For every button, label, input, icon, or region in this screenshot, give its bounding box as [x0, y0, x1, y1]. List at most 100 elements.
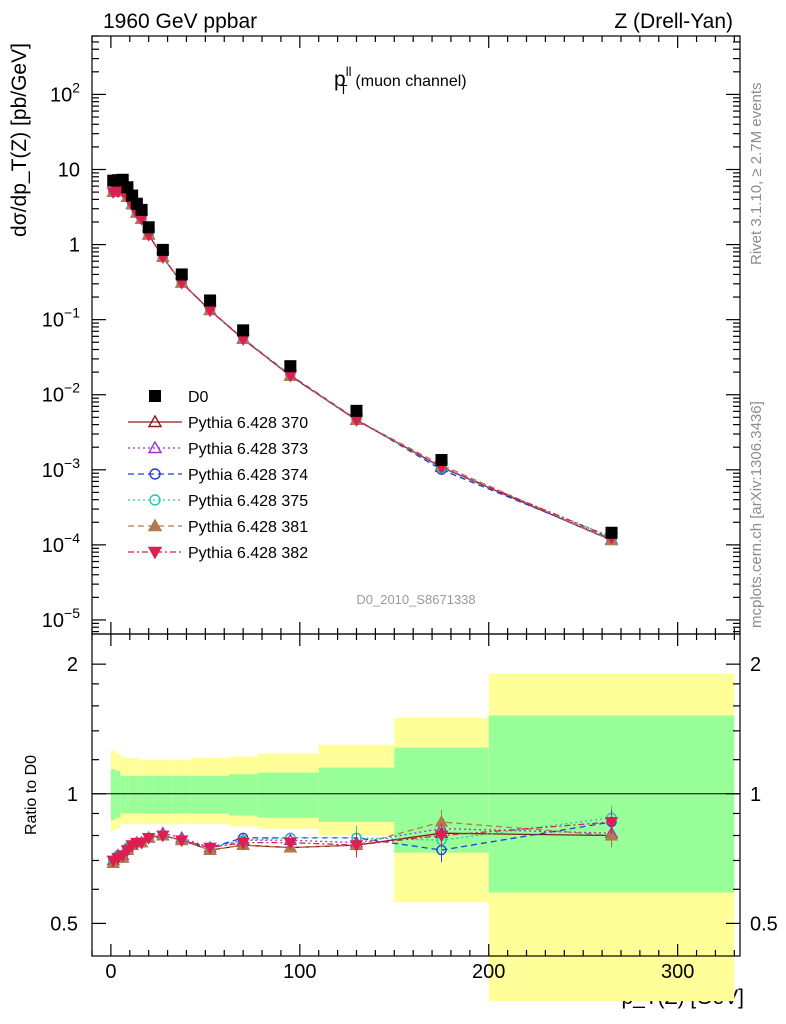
legend-entry-D0: D0 — [149, 389, 209, 406]
legend-label: Pythia 6.428 370 — [188, 415, 308, 432]
series-Pythia-6_428-381 — [106, 183, 619, 546]
x-tick-label: 0 — [105, 961, 116, 983]
y-axis-label-main: dσ/dp_T(Z) [pb/GeV] — [8, 43, 31, 237]
legend-marker — [149, 494, 161, 506]
ratio-y-tick-label-right: 2 — [750, 654, 761, 676]
series-line — [113, 190, 612, 541]
mcplots-label: mcplots.cern.ch [arXiv:1306.3436] — [748, 401, 765, 628]
series-Pythia-6_428-370 — [106, 183, 619, 546]
data-point — [121, 181, 134, 194]
x-tick-label: 200 — [472, 961, 505, 983]
band-inner — [139, 775, 144, 814]
y-tick-label: 10−1 — [42, 305, 80, 332]
y-tick-label: 10−3 — [42, 455, 80, 482]
x-tick-label: 100 — [283, 961, 316, 983]
y-tick-label: 10−5 — [42, 605, 80, 632]
ratio-point — [236, 837, 250, 850]
ratio-point — [175, 835, 189, 848]
legend-label: Pythia 6.428 382 — [188, 545, 308, 562]
band-inner — [115, 770, 121, 818]
ratio-line — [112, 821, 612, 864]
legend-marker — [149, 468, 161, 480]
data-point — [350, 404, 363, 417]
legend-label: Pythia 6.428 373 — [188, 441, 308, 458]
legend: D0 Pythia 6.428 370 Pythia 6.428 373 Pythia… — [128, 389, 308, 562]
plot-title-sub: T — [339, 82, 347, 97]
series-Pythia-6_428-382 — [106, 185, 619, 545]
series-line — [113, 190, 612, 540]
legend-marker — [147, 546, 163, 560]
legend-entry: Pythia 6.428 381 — [128, 518, 308, 536]
legend-label: Pythia 6.428 374 — [188, 467, 308, 484]
ratio-y-tick-label-right: 1 — [750, 784, 761, 806]
rivet-label: Rivet 3.1.10, ≥ 2.7M events — [748, 83, 765, 266]
y-tick-label: 1 — [69, 235, 80, 257]
series-line — [113, 190, 612, 538]
ratio-point — [283, 837, 298, 850]
legend-marker — [149, 390, 161, 402]
data-point — [156, 243, 169, 256]
y-tick-label: 10−2 — [42, 380, 80, 407]
plot-title-sup: ll — [346, 64, 352, 79]
band-inner — [172, 775, 192, 814]
series-layer — [106, 173, 619, 868]
band-inner — [134, 775, 140, 814]
legend-entry: Pythia 6.428 370 — [128, 414, 308, 432]
data-point — [237, 324, 250, 337]
series-Pythia-6_428-374 — [108, 185, 617, 545]
legend-entry: Pythia 6.428 373 — [128, 440, 308, 458]
band-inner — [110, 769, 116, 820]
y-tick-label: 102 — [50, 79, 80, 106]
ratio-point — [134, 837, 149, 850]
series-Pythia-6_428-373 — [106, 183, 619, 545]
band-inner — [120, 775, 126, 814]
legend-label: Pythia 6.428 375 — [188, 493, 308, 510]
ratio-point — [604, 828, 619, 841]
series-D0 — [107, 173, 618, 539]
y-tick-label: 10 — [58, 159, 80, 181]
data-point — [142, 221, 155, 234]
plot-title: pll T (muon channel) — [334, 64, 467, 97]
legend-label: Pythia 6.428 381 — [188, 519, 308, 536]
band-inner — [228, 774, 258, 816]
ratio-uncertainty-bands — [92, 673, 740, 1002]
ratio-point — [141, 833, 156, 845]
plot-title-suffix: (muon channel) — [355, 73, 466, 90]
band-inner — [125, 775, 130, 814]
analysis-ref: D0_2010_S8671338 — [356, 592, 475, 607]
data-point — [605, 526, 618, 539]
data-point — [284, 360, 297, 373]
data-point — [135, 203, 148, 216]
ratio-point — [203, 842, 217, 855]
ratio-y-tick-label-left: 2 — [67, 654, 78, 676]
legend-label: D0 — [188, 389, 209, 406]
legend-marker — [147, 440, 163, 454]
band-inner — [318, 767, 395, 822]
legend-entry: Pythia 6.428 374 — [128, 467, 308, 484]
ratio-y-tick-label-right: 0.5 — [750, 913, 778, 935]
band-inner — [191, 775, 229, 814]
data-point — [435, 454, 448, 467]
ratio-point — [434, 830, 449, 843]
x-tick-label: 300 — [661, 961, 694, 983]
ratio-y-tick-label-left: 0.5 — [50, 913, 78, 935]
ratio-point — [349, 840, 364, 853]
header-left: 1960 GeV ppbar — [103, 10, 257, 33]
plot-title-main: p — [334, 68, 346, 91]
series-line — [113, 190, 612, 539]
legend-marker — [147, 414, 163, 428]
ratio-y-tick-label-left: 1 — [67, 784, 78, 806]
ratio-series-Pythia-6_428-382 — [106, 809, 619, 868]
band-inner — [488, 715, 735, 893]
legend-entry: Pythia 6.428 382 — [128, 545, 308, 562]
header-right: Z (Drell-Yan) — [614, 10, 733, 33]
band-inner — [129, 775, 135, 814]
axes-and-ticks: 0 100 200 300 102 10 1 10−1 10−2 10−3 10−4 10−5 0.5 0… — [42, 35, 778, 983]
band-inner — [153, 775, 173, 814]
data-point — [175, 268, 188, 281]
y-axis-label-ratio: Ratio to D0 — [23, 755, 40, 835]
data-point — [204, 294, 217, 307]
ratio-point — [604, 817, 619, 829]
band-inner — [143, 775, 154, 814]
